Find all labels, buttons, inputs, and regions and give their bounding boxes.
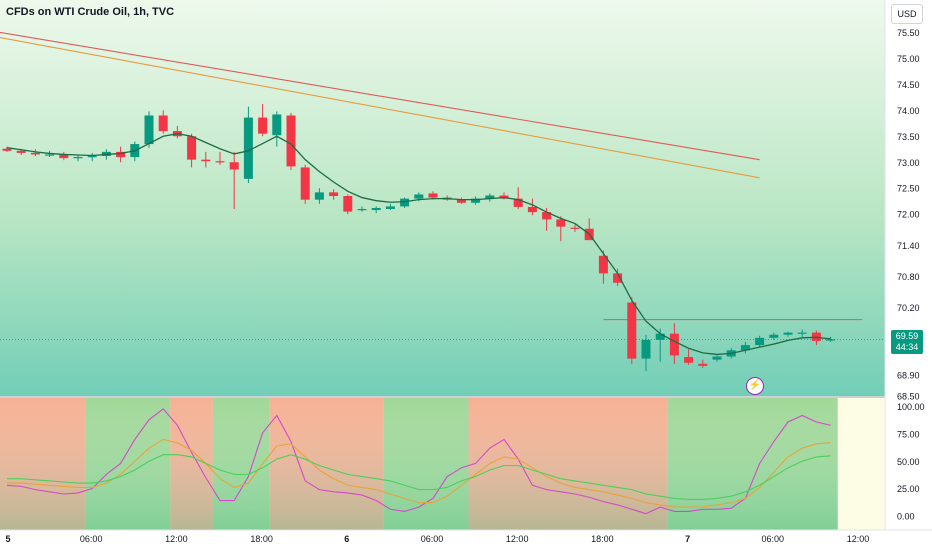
candle-body xyxy=(357,209,367,211)
candle-body xyxy=(471,198,481,203)
price-tick-label: 68.90 xyxy=(897,371,920,381)
time-tick-label: 7 xyxy=(685,534,690,544)
time-tick-label: 06:00 xyxy=(80,534,103,544)
candle-body xyxy=(684,357,694,363)
price-tick-label: 72.00 xyxy=(897,210,920,220)
candle-body xyxy=(613,273,623,283)
candle-body xyxy=(740,345,750,351)
candle-body xyxy=(45,154,55,156)
candle-body xyxy=(542,212,552,220)
ma-slow-red-line xyxy=(0,31,760,161)
candle-body xyxy=(428,193,438,198)
candle-body xyxy=(556,219,566,227)
osc-tick-label: 50.00 xyxy=(897,457,920,467)
candle-body xyxy=(456,199,466,203)
ma-slow-orange-line xyxy=(0,37,760,179)
candle-body xyxy=(527,206,537,213)
price-tick-label: 75.00 xyxy=(897,54,920,64)
candle-body xyxy=(272,114,282,136)
oscillator-line-3 xyxy=(7,454,831,501)
price-tick-label: 71.40 xyxy=(897,241,920,251)
candle-body xyxy=(570,227,580,229)
candle-body xyxy=(187,136,197,160)
osc-tick-label: 100.00 xyxy=(897,402,925,412)
ma-fast-line xyxy=(6,133,831,356)
time-tick-label: 06:00 xyxy=(421,534,444,544)
price-tick-label: 74.50 xyxy=(897,80,920,90)
candle-body xyxy=(229,162,239,170)
candle-body xyxy=(59,154,69,159)
candle-body xyxy=(243,117,253,179)
price-tick-label: 75.50 xyxy=(897,28,920,38)
candle-body xyxy=(116,151,126,158)
currency-button[interactable]: USD xyxy=(891,4,923,24)
osc-zone-shade xyxy=(0,398,838,530)
flash-icon[interactable]: ⚡ xyxy=(746,377,764,395)
candle-body xyxy=(329,192,339,197)
time-tick-label: 12:00 xyxy=(847,534,870,544)
candle-body xyxy=(286,115,296,167)
candle-body xyxy=(201,159,211,162)
candle-body xyxy=(16,150,26,153)
candle-body xyxy=(669,333,679,356)
candle-body xyxy=(385,206,395,209)
candle-body xyxy=(485,195,495,199)
candle-body xyxy=(343,196,353,212)
candle-body xyxy=(314,192,324,200)
time-tick-label: 12:00 xyxy=(506,534,529,544)
candle-body xyxy=(627,302,637,359)
candle-body xyxy=(258,117,268,134)
time-tick-label: 18:00 xyxy=(250,534,273,544)
candle-body xyxy=(513,198,523,207)
candle-body xyxy=(215,161,225,163)
chart-title: CFDs on WTI Crude Oil, 1h, TVC xyxy=(6,6,175,18)
candle-body xyxy=(655,333,665,340)
candle-body xyxy=(414,194,424,199)
time-tick-label: 18:00 xyxy=(591,534,614,544)
candle-body xyxy=(712,356,722,360)
time-tick-label: 6 xyxy=(344,534,349,544)
oscillator-line-1 xyxy=(6,408,831,515)
time-tick-label: 12:00 xyxy=(165,534,188,544)
price-tick-label: 70.20 xyxy=(897,303,920,313)
price-tick-label: 72.50 xyxy=(897,184,920,194)
candle-body xyxy=(783,332,793,335)
candle-body xyxy=(641,339,651,359)
candle-body xyxy=(598,255,608,274)
candle-body xyxy=(826,339,836,341)
osc-tick-label: 75.00 xyxy=(897,430,920,440)
candle-body xyxy=(2,148,12,151)
osc-tick-label: 25.00 xyxy=(897,484,920,494)
candle-body xyxy=(698,363,708,366)
time-tick-label: 06:00 xyxy=(762,534,785,544)
price-tick-label: 74.00 xyxy=(897,106,920,116)
osc-tick-label: 0.00 xyxy=(897,511,915,521)
candle-body xyxy=(87,156,97,158)
price-tick-label: 73.50 xyxy=(897,132,920,142)
candle-body xyxy=(797,332,807,334)
bar-countdown: 44:34 xyxy=(895,342,919,352)
price-tick-label: 70.80 xyxy=(897,272,920,282)
candle-body xyxy=(755,337,765,346)
last-price-value: 69.59 xyxy=(895,331,919,341)
oscillator-line-2 xyxy=(7,438,831,508)
candle-body xyxy=(30,152,40,155)
candle-body xyxy=(400,198,410,207)
candle-body xyxy=(144,115,154,145)
candle-body xyxy=(73,157,83,159)
candle-body xyxy=(371,207,381,211)
last-price-badge: 69.59 44:34 xyxy=(891,330,923,354)
price-tick-label: 73.00 xyxy=(897,158,920,168)
time-tick-label: 5 xyxy=(5,534,10,544)
price-tick-label: 68.50 xyxy=(897,392,920,402)
candle-body xyxy=(158,115,168,132)
candle-body xyxy=(769,334,779,338)
candle-body xyxy=(300,167,310,200)
